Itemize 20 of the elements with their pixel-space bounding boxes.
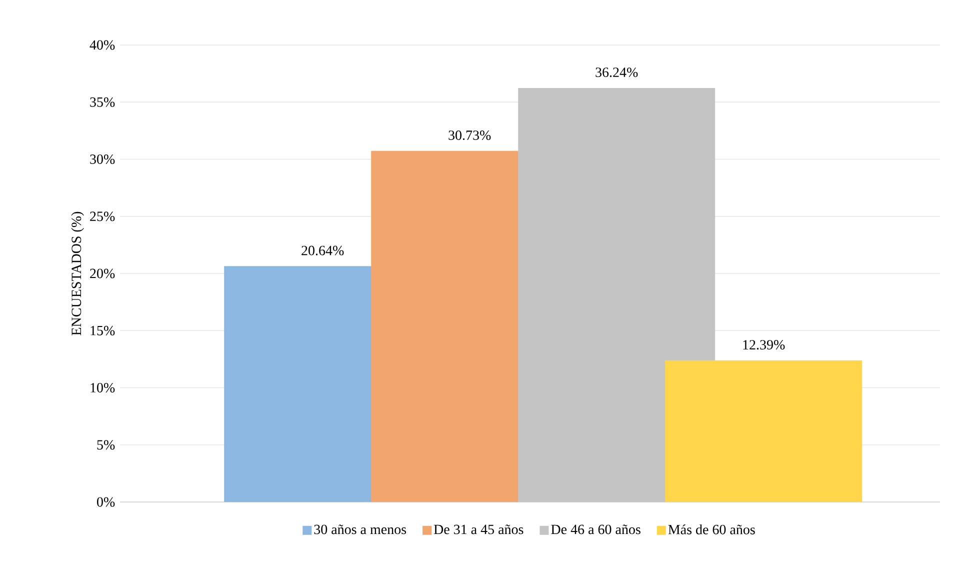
legend-label: 30 años a menos [314, 524, 406, 534]
y-tick-label: 25% [90, 212, 115, 222]
y-tick-label: 5% [97, 440, 115, 450]
data-label: 36.24% [596, 68, 638, 78]
y-tick-label: 10% [90, 382, 115, 392]
data-label: 20.64% [302, 246, 344, 256]
data-label: 12.39% [743, 340, 785, 350]
y-tick-label: 40% [90, 40, 115, 50]
y-axis-title: ENCUESTADOS (%) [71, 212, 84, 336]
y-tick-label: 35% [90, 97, 115, 107]
legend-label: De 46 a 60 años [551, 524, 640, 534]
y-tick-label: 0% [97, 497, 115, 507]
bar [665, 360, 862, 502]
legend-label: Más de 60 años [668, 524, 755, 534]
y-tick-label: 30% [90, 154, 115, 164]
legend-label: De 31 a 45 años [434, 524, 524, 534]
y-tick-label: 20% [90, 268, 115, 278]
bar [518, 88, 716, 502]
data-label: 30.73% [448, 130, 491, 140]
y-tick-label: 15% [90, 326, 115, 336]
